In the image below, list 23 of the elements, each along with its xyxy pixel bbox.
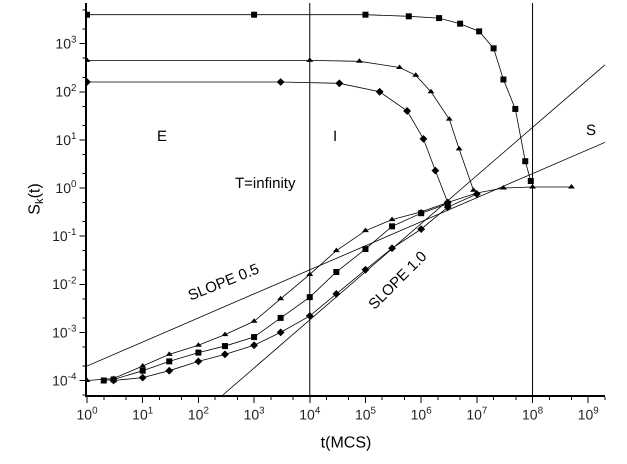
annotation: T=infinity: [235, 175, 296, 192]
x-tick-label: 10$^{6}$: [410, 406, 432, 423]
y-tick-label: 10$^{3}$: [55, 34, 77, 52]
x-tick-label: 10$^{0}$: [76, 406, 98, 423]
annotation: S: [586, 122, 596, 139]
x-tick-label: 10$^{9}$: [578, 406, 599, 423]
x-tick-label: 10$^{2}$: [188, 406, 209, 423]
y-tick-label: 10$^{-1}$: [52, 227, 76, 244]
x-tick-label: 10$^{4}$: [299, 406, 321, 423]
y-tick-label: 10$^{1}$: [55, 130, 76, 148]
x-tick-label: 10$^{5}$: [354, 406, 377, 423]
annotation: I: [333, 128, 338, 145]
y-tick-label: 10$^{-2}$: [52, 275, 76, 292]
x-tick-label: 10$^{1}$: [132, 406, 154, 423]
y-tick-label: 10$^{0}$: [55, 179, 77, 196]
x-tick-label: 10$^{7}$: [466, 406, 488, 423]
annotation: E: [157, 128, 168, 145]
x-axis-title: t(MCS): [320, 434, 372, 452]
y-tick-label: 10$^{-3}$: [52, 323, 77, 340]
x-tick-label: 10$^{8}$: [522, 406, 544, 423]
x-tick-label: 10$^{3}$: [244, 406, 266, 423]
y-tick-label: 10$^{-4}$: [52, 372, 77, 388]
y-tick-label: 10$^{2}$: [55, 82, 76, 100]
